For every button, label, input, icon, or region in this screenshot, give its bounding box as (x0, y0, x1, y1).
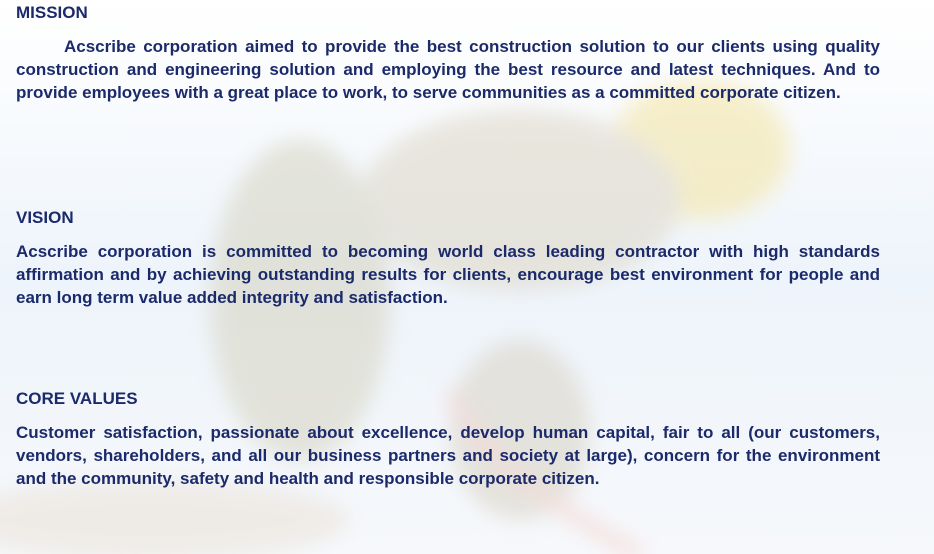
section-text: Acscribe corporation aimed to provide th… (16, 37, 880, 102)
section-heading: CORE VALUES (16, 389, 138, 408)
section-heading: VISION (16, 208, 74, 227)
section-heading: MISSION (16, 3, 88, 22)
section-text: Customer satisfaction, passionate about … (16, 423, 880, 488)
section-text: Acscribe corporation is committed to bec… (16, 242, 880, 307)
